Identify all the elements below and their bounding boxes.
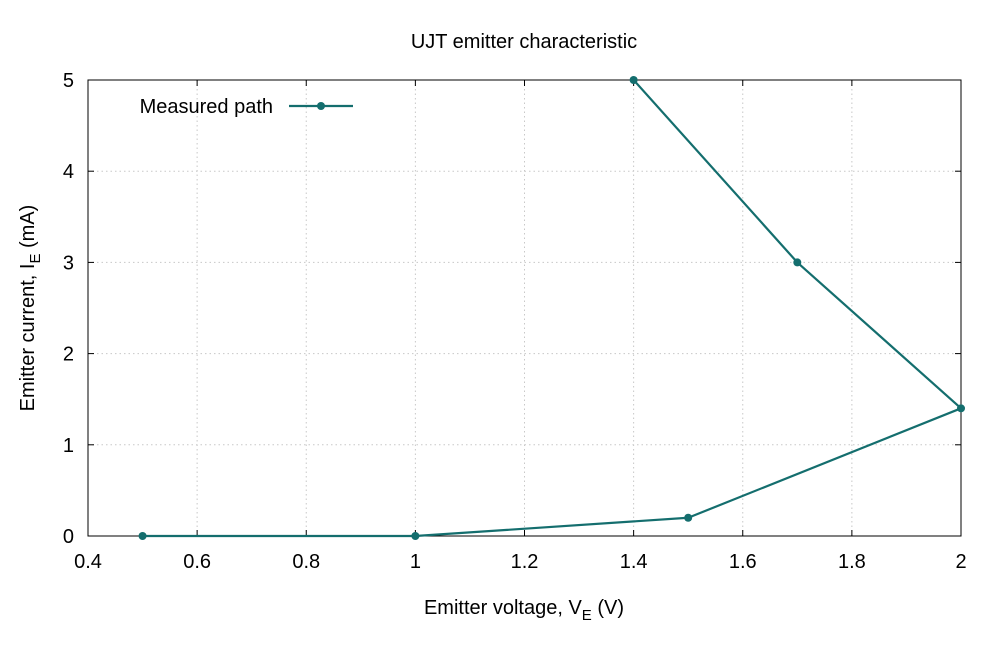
x-axis-label-subscript: E — [582, 607, 592, 624]
x-axis-label: Emitter voltage, VE (V) — [424, 597, 624, 624]
data-point — [684, 513, 693, 522]
x-tick-label: 1.8 — [838, 551, 866, 573]
plot-frame — [87, 79, 962, 537]
y-tick-label: 2 — [63, 344, 74, 366]
x-tick-label: 0.4 — [74, 551, 102, 573]
data-point — [957, 404, 965, 413]
x-tick-label: 0.6 — [183, 551, 211, 573]
x-tick-label: 1.2 — [511, 551, 539, 573]
y-axis-label: Emitter current, IE (mA) — [17, 205, 44, 412]
data-point — [629, 76, 638, 84]
grid — [88, 80, 961, 536]
ticks: 0.4 0.6 0.8 1 1.2 1.4 1.6 1.8 2 0 1 2 3 4 5 — [63, 70, 967, 573]
legend-marker-sample — [317, 102, 325, 110]
data-point — [411, 532, 420, 540]
x-tick-label: 0.8 — [292, 551, 320, 573]
x-tick-label: 1 — [410, 551, 421, 573]
y-axis-label-unit: (mA) — [17, 205, 39, 254]
x-tick-label: 1.4 — [620, 551, 648, 573]
y-tick-label: 3 — [63, 252, 74, 274]
y-axis-label-main: Emitter current, I — [17, 264, 39, 412]
chart-title: UJT emitter characteristic — [411, 31, 637, 53]
x-axis-label-main: Emitter voltage, V — [424, 597, 583, 619]
y-tick-label: 5 — [63, 70, 74, 92]
legend-label: Measured path — [140, 96, 273, 118]
x-axis-label-unit: (V) — [592, 597, 624, 619]
y-tick-label: 4 — [63, 161, 74, 183]
x-tick-label: 1.6 — [729, 551, 757, 573]
y-tick-label: 0 — [63, 526, 74, 548]
data-point — [793, 258, 802, 267]
y-axis-label-subscript: E — [27, 254, 44, 264]
series-layer — [138, 76, 965, 540]
y-tick-label: 1 — [63, 435, 74, 457]
data-point — [138, 532, 147, 540]
legend: Measured path — [140, 96, 353, 118]
series-line — [142, 79, 963, 538]
x-tick-label: 2 — [955, 551, 966, 573]
